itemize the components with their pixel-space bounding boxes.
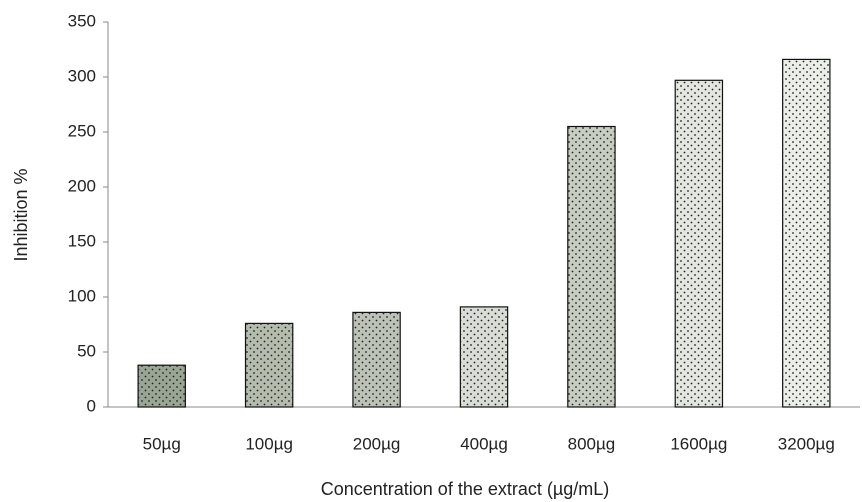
bar	[352, 311, 401, 408]
y-tick-label: 100	[68, 286, 96, 305]
x-tick-label: 100µg	[245, 434, 293, 453]
x-tick-label: 50µg	[143, 434, 181, 453]
x-tick-label: 1600µg	[670, 434, 727, 453]
bar	[674, 79, 724, 408]
x-tick-label: 400µg	[460, 434, 508, 453]
y-axis-title: Inhibition %	[11, 168, 31, 261]
y-tick-label: 150	[68, 231, 96, 250]
x-axis-title: Concentration of the extract (µg/mL)	[321, 479, 610, 499]
y-tick-label: 200	[68, 176, 96, 195]
bar	[459, 306, 509, 408]
bar	[244, 322, 294, 408]
bar	[137, 364, 186, 408]
x-tick-label: 200µg	[353, 434, 401, 453]
x-tick-label: 3200µg	[778, 434, 835, 453]
y-tick-label: 350	[68, 11, 96, 30]
y-tick-label: 50	[77, 341, 96, 360]
y-tick-label: 300	[68, 66, 96, 85]
x-tick-label: 800µg	[568, 434, 616, 453]
bar	[782, 58, 831, 408]
bar	[567, 125, 616, 408]
y-tick-label: 0	[87, 396, 96, 415]
y-tick-label: 250	[68, 121, 96, 140]
